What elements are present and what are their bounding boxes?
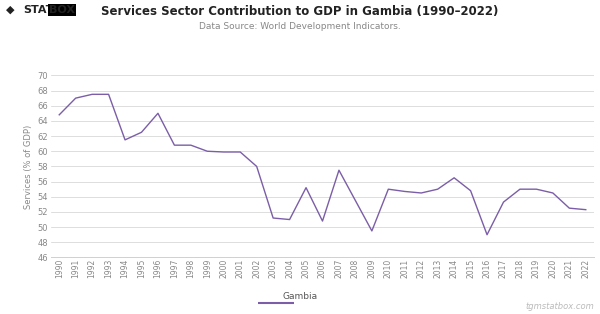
Text: Services Sector Contribution to GDP in Gambia (1990–2022): Services Sector Contribution to GDP in G… [101, 5, 499, 18]
Text: BOX: BOX [49, 5, 75, 15]
Y-axis label: Services (% of GDP): Services (% of GDP) [25, 124, 34, 208]
Text: ◆: ◆ [6, 5, 14, 15]
Text: Gambia: Gambia [283, 292, 317, 301]
Text: tgmstatbox.com: tgmstatbox.com [525, 302, 594, 311]
Text: STAT: STAT [23, 5, 53, 15]
Text: Data Source: World Development Indicators.: Data Source: World Development Indicator… [199, 22, 401, 31]
